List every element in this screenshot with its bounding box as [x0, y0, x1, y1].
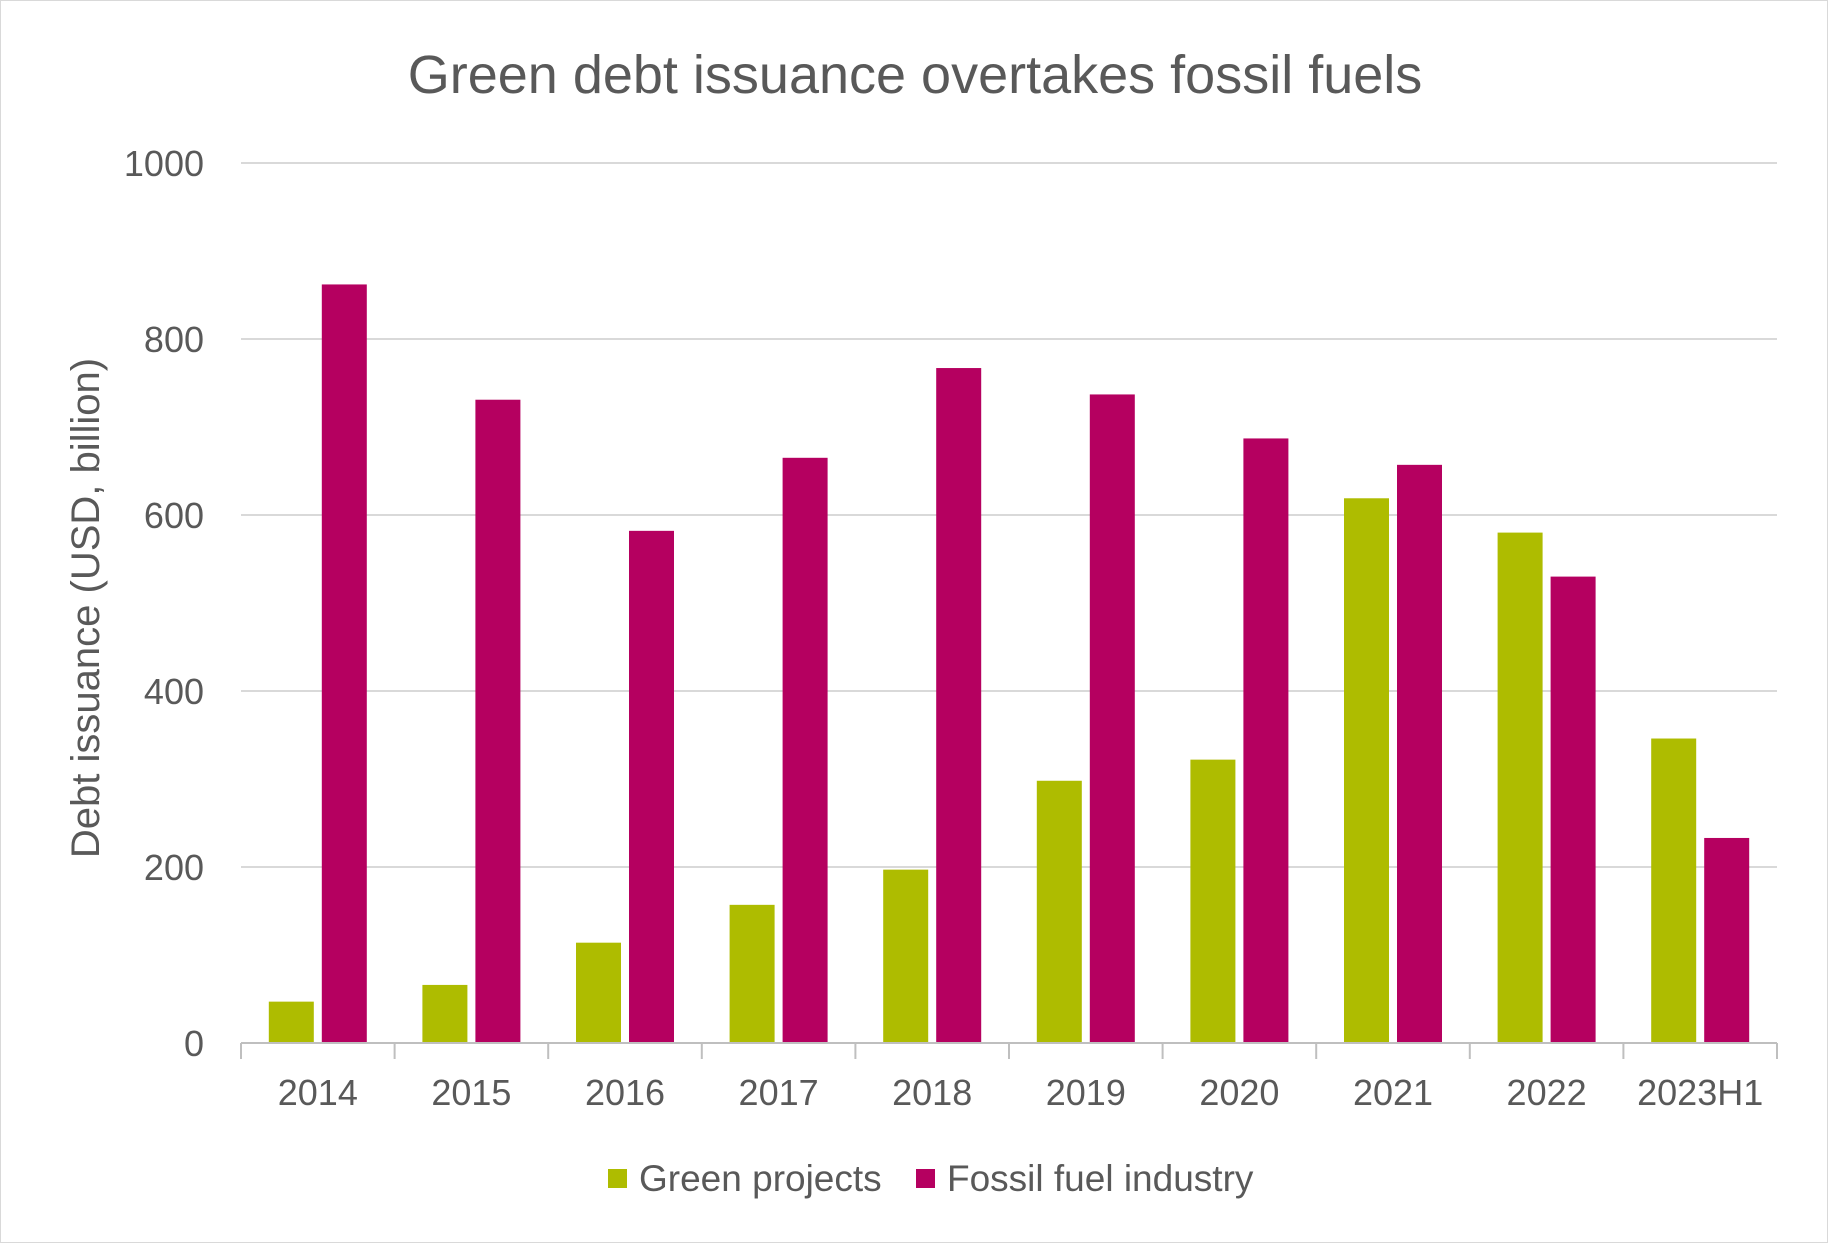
y-tick-label: 400	[144, 671, 204, 712]
bar-green-projects	[1497, 532, 1543, 1043]
y-tick-label: 0	[184, 1023, 204, 1064]
bar-fossil-fuel-industry	[1243, 438, 1289, 1043]
x-tick-label: 2021	[1353, 1072, 1433, 1113]
legend-swatch	[608, 1169, 627, 1188]
legend-swatch	[916, 1169, 935, 1188]
legend: Green projects Fossil fuel industry	[608, 1158, 1254, 1199]
x-tick-label: 2022	[1507, 1072, 1587, 1113]
x-tick-label: 2020	[1199, 1072, 1279, 1113]
x-tick-label: 2019	[1046, 1072, 1126, 1113]
bars	[268, 284, 1750, 1044]
bar-green-projects	[1036, 780, 1082, 1043]
y-tick-label: 200	[144, 847, 204, 888]
bar-green-projects	[1344, 498, 1389, 1043]
y-axis-label: Debt issuance (USD, billion)	[64, 358, 108, 858]
gridlines	[241, 162, 1777, 868]
y-axis-ticks: 0 200 400 600 800 1000	[124, 143, 204, 1064]
legend-label: Green projects	[639, 1158, 882, 1199]
bar-fossil-fuel-industry	[782, 457, 828, 1043]
y-tick-label: 1000	[124, 143, 204, 184]
bar-fossil-fuel-industry	[1704, 837, 1750, 1043]
bar-green-projects	[576, 942, 621, 1043]
x-tick-label: 2016	[585, 1072, 665, 1113]
x-tick-label: 2015	[431, 1072, 511, 1113]
bar-fossil-fuel-industry	[1397, 464, 1442, 1044]
chart-title: Green debt issuance overtakes fossil fue…	[408, 45, 1423, 105]
bar-fossil-fuel-industry	[1089, 394, 1135, 1043]
x-axis: 2014 2015 2016 2017 2018 2019 2020 2021 2022 2023…	[240, 1042, 1778, 1113]
bar-fossil-fuel-industry	[936, 368, 982, 1043]
bar-green-projects	[1190, 759, 1236, 1043]
bar-green-projects	[268, 1001, 314, 1043]
x-tick-label: 2018	[892, 1072, 972, 1113]
bar-green-projects	[1651, 738, 1697, 1043]
bar-green-projects	[422, 984, 468, 1043]
legend-label: Fossil fuel industry	[947, 1158, 1254, 1199]
bar-green-projects	[883, 869, 929, 1043]
bar-fossil-fuel-industry	[629, 530, 674, 1043]
bar-fossil-fuel-industry	[1550, 576, 1596, 1043]
bar-fossil-fuel-industry	[475, 399, 521, 1044]
y-tick-label: 800	[144, 319, 204, 360]
x-tick-label: 2017	[739, 1072, 819, 1113]
x-tick-label: 2023H1	[1637, 1072, 1763, 1113]
x-tick-label: 2014	[278, 1072, 358, 1113]
bar-fossil-fuel-industry	[321, 284, 367, 1043]
y-tick-label: 600	[144, 495, 204, 536]
bar-green-projects	[729, 904, 775, 1043]
